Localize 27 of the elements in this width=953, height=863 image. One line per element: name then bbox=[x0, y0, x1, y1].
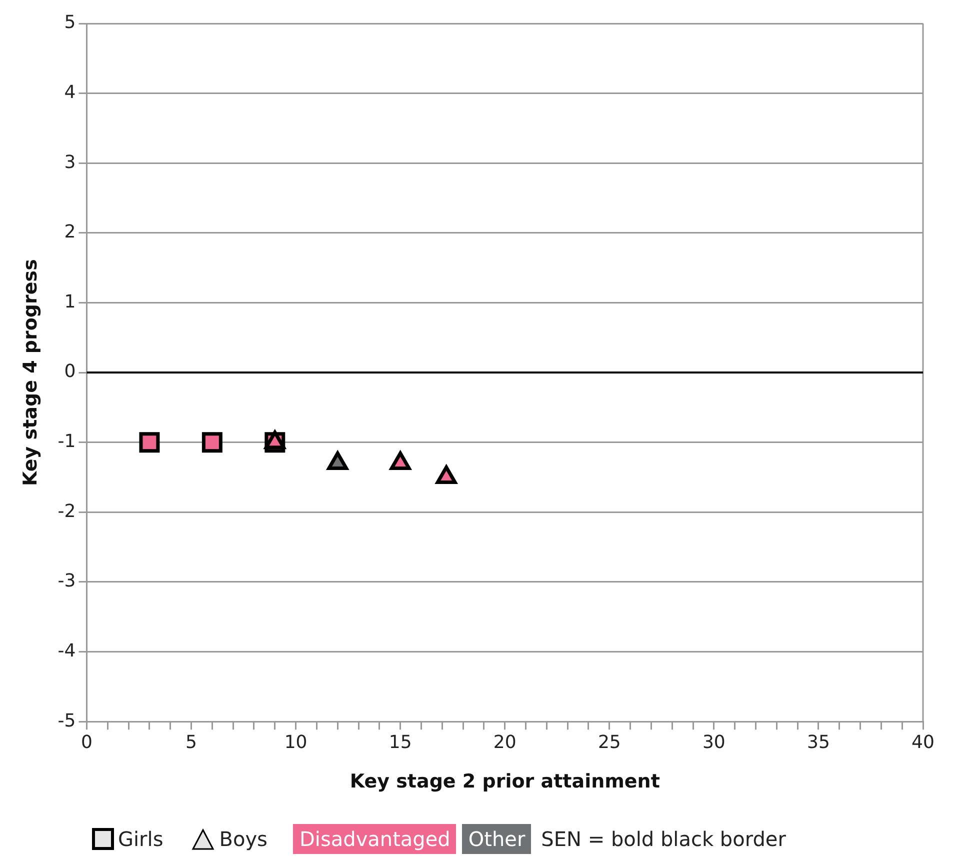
y-tick-label: -3 bbox=[58, 570, 76, 592]
y-tick-label: -2 bbox=[58, 500, 76, 522]
x-axis-title: Key stage 2 prior attainment bbox=[350, 770, 660, 793]
x-tick-label: 25 bbox=[598, 732, 621, 754]
x-tick-label: 20 bbox=[493, 732, 516, 754]
text: Other bbox=[462, 824, 532, 854]
y-tick-label: 1 bbox=[64, 291, 76, 312]
x-tick-label: 10 bbox=[284, 732, 308, 754]
y-tick-label: 3 bbox=[64, 152, 76, 173]
y-tick-label: 2 bbox=[64, 222, 76, 243]
y-tick-label: 5 bbox=[64, 12, 76, 34]
x-tick-label: 5 bbox=[186, 732, 198, 754]
x-tick-label: 15 bbox=[388, 732, 412, 754]
y-axis-title: Key stage 4 progress bbox=[19, 259, 42, 486]
y-tick-label: 0 bbox=[64, 361, 76, 382]
text: Boys bbox=[219, 827, 268, 851]
y-tick-label: 4 bbox=[64, 82, 76, 103]
y-tick-label: -1 bbox=[58, 431, 76, 452]
x-tick-label: 30 bbox=[702, 732, 726, 754]
text: Disadvantaged bbox=[293, 824, 456, 854]
x-tick-label: 0 bbox=[81, 732, 92, 754]
x-tick-label: 40 bbox=[912, 732, 934, 754]
y-tick-label: -5 bbox=[58, 710, 76, 732]
y-tick-label: -4 bbox=[58, 640, 76, 662]
text: SEN = bold black border bbox=[541, 827, 786, 851]
text: Girls bbox=[118, 827, 164, 851]
x-tick-label: 35 bbox=[807, 732, 830, 754]
